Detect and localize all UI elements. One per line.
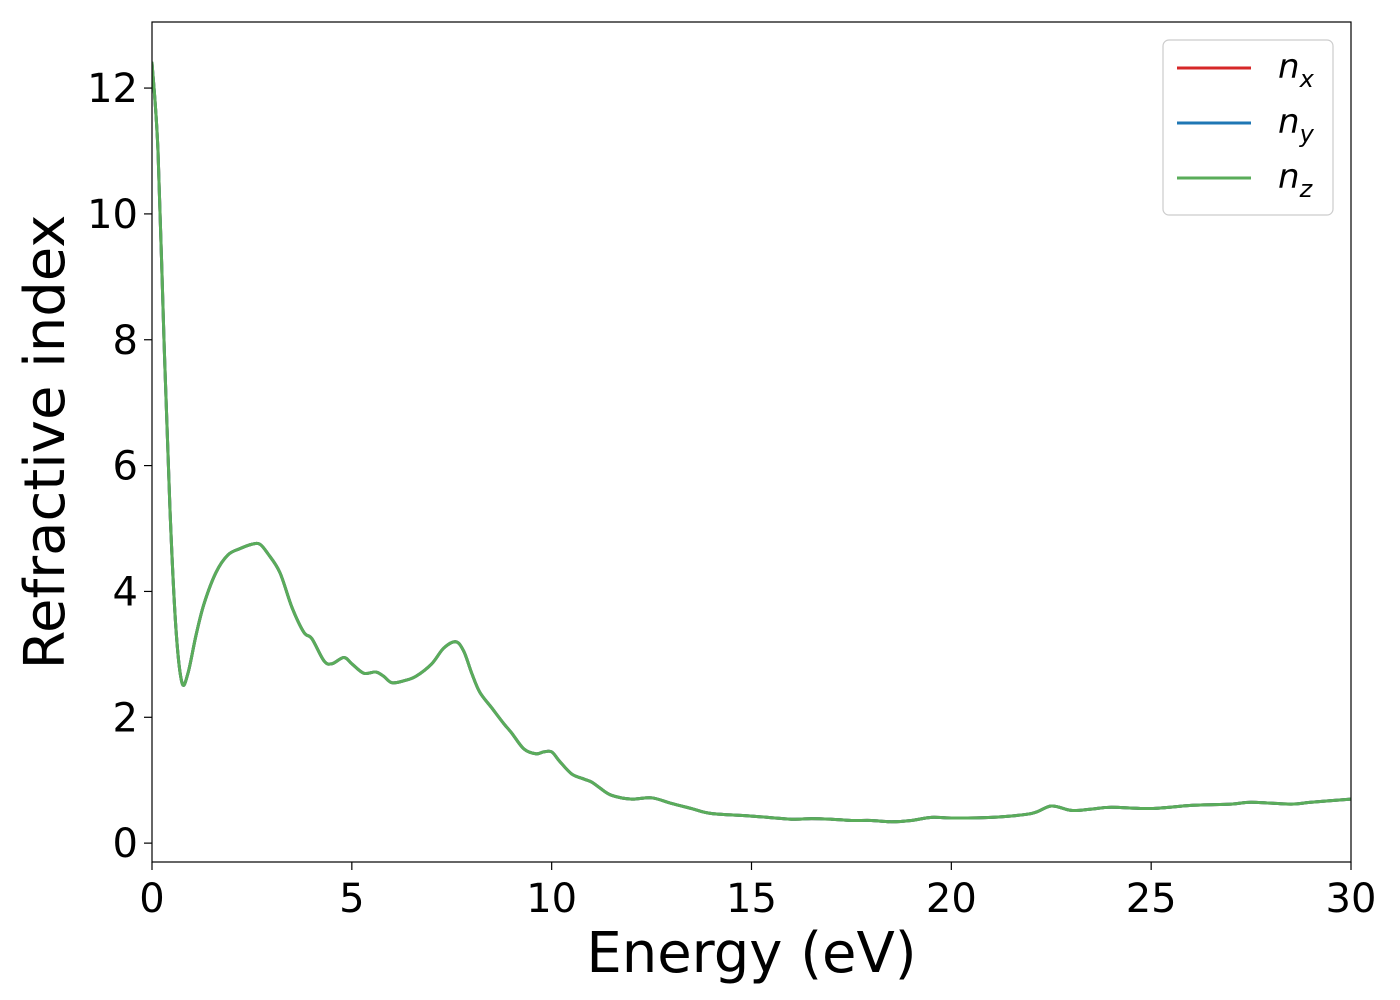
y-tick-label: 10 xyxy=(87,192,138,238)
legend: nx ny nz xyxy=(1162,39,1334,216)
axes: 0 5 10 15 20 25 30 0 2 4 6 8 10 12 xyxy=(87,21,1377,922)
y-tick-label: 0 xyxy=(113,821,138,867)
plot-area xyxy=(152,61,1351,824)
legend-label-n-x: nx xyxy=(1278,47,1315,93)
x-axis-label: Energy (eV) xyxy=(586,921,916,986)
y-tick-label: 8 xyxy=(113,318,138,364)
legend-box xyxy=(1162,39,1334,216)
series-line-n-z xyxy=(152,61,1351,824)
x-tick-label: 10 xyxy=(526,876,577,922)
y-axis-label: Refractive index xyxy=(13,215,78,670)
y-tick-label: 12 xyxy=(87,66,138,112)
legend-label-n-y: ny xyxy=(1278,102,1315,148)
x-tick-label: 0 xyxy=(139,876,164,922)
y-tick-label: 4 xyxy=(113,569,138,615)
x-tick-label: 5 xyxy=(339,876,364,922)
y-tick-label: 2 xyxy=(113,695,138,741)
x-tick-label: 20 xyxy=(926,876,977,922)
x-tick-label: 30 xyxy=(1326,876,1377,922)
x-tick-label: 25 xyxy=(1126,876,1177,922)
legend-label-n-z: nz xyxy=(1278,157,1314,203)
x-tick-label: 15 xyxy=(726,876,777,922)
y-tick-label: 6 xyxy=(113,444,138,490)
series-lines xyxy=(152,61,1351,824)
